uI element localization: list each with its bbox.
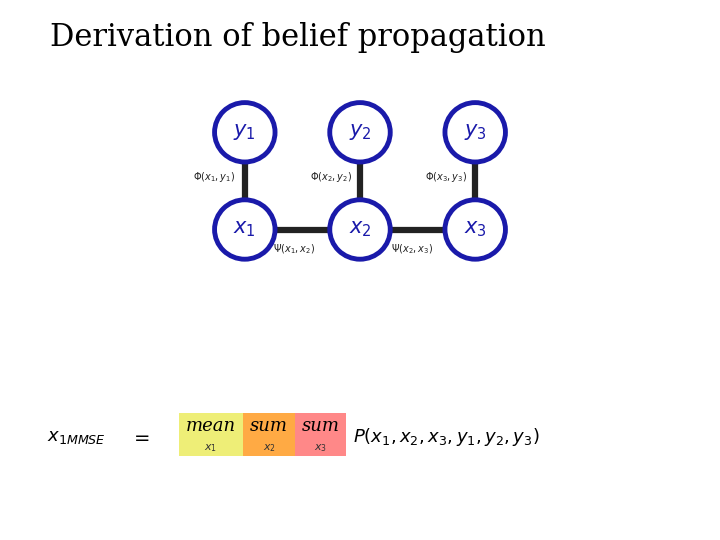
Text: $y_1$: $y_1$ bbox=[233, 122, 256, 143]
Ellipse shape bbox=[330, 103, 390, 162]
Text: $x_2$: $x_2$ bbox=[263, 442, 276, 454]
Text: $P(x_1,x_2,x_3,y_1,y_2,y_3)$: $P(x_1,x_2,x_3,y_1,y_2,y_3)$ bbox=[353, 427, 539, 448]
Text: $=$: $=$ bbox=[130, 428, 150, 447]
Text: $\Phi(x_1,y_1)$: $\Phi(x_1,y_1)$ bbox=[194, 170, 235, 184]
Text: $x_1$: $x_1$ bbox=[233, 220, 256, 239]
Text: $\Phi(x_3,y_3)$: $\Phi(x_3,y_3)$ bbox=[426, 170, 467, 184]
Bar bbox=[243, 413, 295, 456]
Text: sum: sum bbox=[251, 417, 288, 435]
Text: $y_3$: $y_3$ bbox=[464, 122, 487, 143]
Ellipse shape bbox=[330, 200, 390, 259]
Text: Derivation of belief propagation: Derivation of belief propagation bbox=[50, 22, 546, 52]
Ellipse shape bbox=[215, 200, 275, 259]
Ellipse shape bbox=[215, 103, 275, 162]
Text: $\Psi(x_2,x_3)$: $\Psi(x_2,x_3)$ bbox=[391, 242, 433, 256]
Bar bbox=[295, 413, 346, 456]
Text: $x_1$: $x_1$ bbox=[204, 442, 217, 454]
Text: $x_2$: $x_2$ bbox=[348, 220, 372, 239]
Text: $y_2$: $y_2$ bbox=[348, 122, 372, 143]
Text: $x_{1MMSE}$: $x_{1MMSE}$ bbox=[47, 428, 106, 447]
Text: $\Phi(x_2,y_2)$: $\Phi(x_2,y_2)$ bbox=[310, 170, 352, 184]
Text: sum: sum bbox=[302, 417, 339, 435]
Bar bbox=[179, 413, 243, 456]
Ellipse shape bbox=[445, 103, 505, 162]
Text: mean: mean bbox=[186, 417, 236, 435]
Ellipse shape bbox=[445, 200, 505, 259]
Text: $x_3$: $x_3$ bbox=[314, 442, 327, 454]
Text: $\Psi(x_1,x_2)$: $\Psi(x_1,x_2)$ bbox=[273, 242, 315, 256]
Text: $x_3$: $x_3$ bbox=[464, 220, 487, 239]
